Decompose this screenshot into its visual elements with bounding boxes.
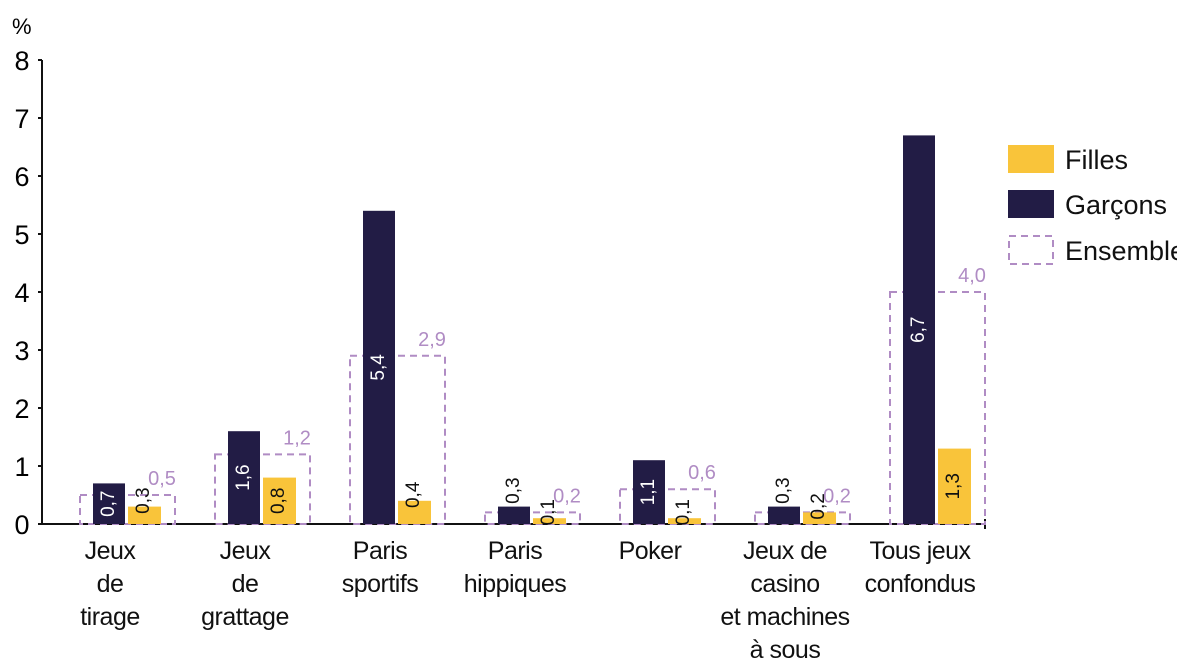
bar-garcons: [498, 506, 530, 524]
x-tick-label: Tous jeux confondus: [864, 537, 976, 598]
x-tick-label: Paris sportifs: [341, 537, 419, 598]
legend-label: Filles: [1065, 145, 1128, 175]
y-tick-label: 4: [14, 278, 29, 308]
value-label: 0,5: [148, 468, 176, 490]
y-tick-label: 6: [14, 162, 29, 192]
legend-swatch: [1008, 235, 1054, 265]
value-label: 0,1: [673, 499, 694, 525]
x-tick-label: Jeux de grattage: [201, 537, 289, 631]
bar-garcons: [768, 506, 800, 524]
legend-label: Garçons: [1065, 190, 1167, 220]
x-tick-label: Poker: [618, 537, 682, 565]
bar-ensemble: [619, 488, 716, 526]
bar-ensemble: [889, 291, 986, 525]
bar-filles: [263, 477, 296, 524]
value-label: 0,3: [503, 477, 524, 503]
bar-filles: [938, 448, 971, 524]
bar-ensemble: [79, 494, 176, 525]
bar-garcons: [363, 210, 395, 525]
value-label: 0,1: [538, 499, 559, 525]
value-label: 0,3: [773, 477, 794, 503]
value-label: 1,1: [638, 479, 659, 505]
y-tick-label: 1: [14, 452, 29, 482]
y-tick-label: 2: [14, 394, 29, 424]
value-label: 0,4: [403, 481, 424, 508]
y-unit: %: [12, 14, 32, 39]
value-label: 0,2: [553, 485, 581, 507]
value-label: 6,7: [908, 316, 929, 342]
bar-filles: [668, 518, 701, 524]
value-label: 0,3: [133, 487, 154, 513]
value-label: 4,0: [958, 265, 986, 287]
x-tick-label: Jeux de casino et machines à sous: [720, 537, 850, 664]
legend-label: Ensemble: [1065, 236, 1177, 266]
bar-filles: [803, 512, 836, 524]
y-tick-label: 0: [14, 510, 29, 540]
value-label: 0,6: [688, 462, 716, 484]
value-label: 1,6: [233, 464, 254, 490]
bar-filles: [128, 506, 161, 524]
y-tick-label: 3: [14, 336, 29, 366]
bar-filles: [533, 518, 566, 524]
legend-swatch: [1008, 190, 1054, 218]
bar-filles: [398, 500, 431, 524]
bar-garcons: [903, 135, 935, 524]
value-label: 1,3: [943, 473, 964, 499]
legend-swatch: [1008, 145, 1054, 173]
value-label: 0,2: [823, 485, 851, 507]
value-label: 0,8: [268, 488, 289, 514]
value-label: 0,2: [808, 493, 829, 519]
value-label: 2,9: [418, 329, 446, 351]
bar-garcons: [93, 483, 125, 524]
bar-garcons: [633, 460, 665, 524]
value-label: 5,4: [368, 354, 389, 381]
y-tick-label: 5: [14, 220, 29, 250]
value-label: 1,2: [283, 427, 311, 449]
bar-garcons: [228, 431, 260, 524]
bar-ensemble: [484, 511, 581, 526]
y-tick-label: 7: [14, 104, 29, 134]
bar-ensemble: [754, 511, 851, 526]
bar-ensemble: [214, 453, 311, 525]
x-tick-label: Jeux de tirage: [80, 537, 140, 631]
x-tick-label: Paris hippiques: [463, 537, 567, 598]
y-tick-label: 8: [14, 46, 29, 76]
value-label: 0,7: [98, 490, 119, 516]
